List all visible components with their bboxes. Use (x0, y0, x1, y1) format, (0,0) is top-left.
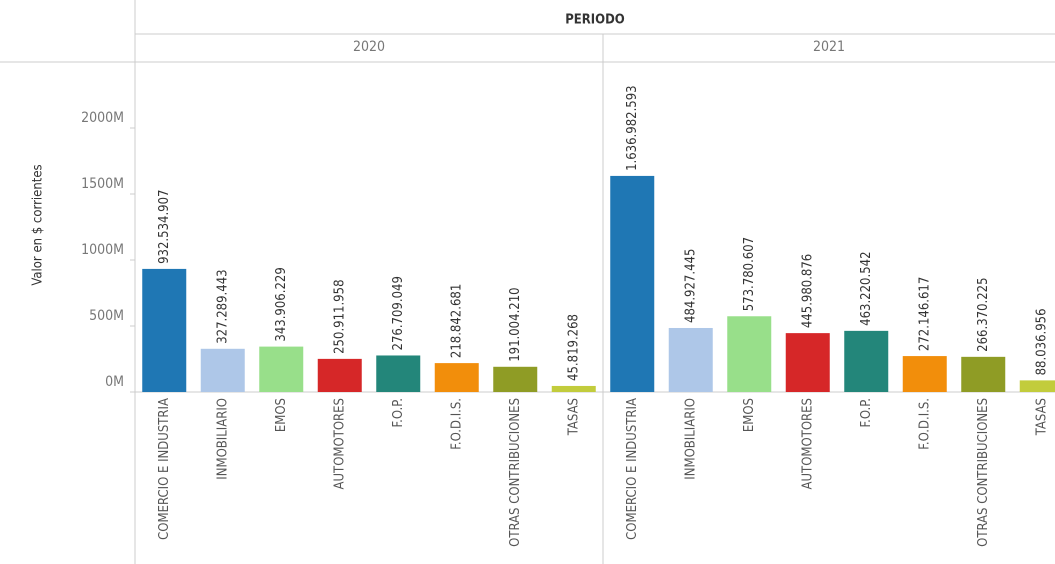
x-tick-label: COMERCIO E INDUSTRIA (625, 398, 640, 540)
x-tick-label: INMOBILIARIO (683, 398, 698, 480)
value-label: 276.709.049 (391, 276, 406, 350)
bar (785, 333, 830, 392)
bar (551, 385, 596, 392)
value-label: 445.980.876 (800, 254, 815, 328)
y-axis-label: Valor en $ corrientes (31, 164, 46, 285)
bar (434, 363, 479, 392)
bar (902, 356, 947, 392)
bar (200, 348, 245, 392)
y-tick-label: 0M (105, 374, 124, 390)
bar (259, 346, 304, 392)
y-tick-label: 500M (89, 308, 124, 324)
x-tick-label: TASAS (566, 398, 581, 436)
bar (142, 268, 187, 392)
x-tick-label: OTRAS CONTRIBUCIONES (508, 398, 523, 547)
value-label: 484.927.445 (683, 249, 698, 323)
x-tick-label: AUTOMOTORES (800, 398, 815, 490)
x-tick-label: TASAS (1034, 398, 1049, 436)
x-tick-label: EMOS (274, 398, 289, 432)
x-tick-label: COMERCIO E INDUSTRIA (157, 398, 172, 540)
value-label: 45.819.268 (566, 314, 581, 381)
x-tick-label: OTRAS CONTRIBUCIONES (976, 398, 991, 547)
value-label: 343.906.229 (274, 267, 289, 341)
bar (1019, 380, 1055, 392)
value-label: 272.146.617 (917, 277, 932, 351)
value-label: 266.370.225 (976, 277, 991, 351)
bar (844, 330, 889, 392)
bar (961, 356, 1006, 392)
x-tick-label: AUTOMOTORES (332, 398, 347, 490)
bar (727, 316, 772, 392)
value-label: 1.636.982.593 (625, 85, 640, 171)
value-label: 327.289.443 (215, 269, 230, 343)
value-label: 250.911.958 (332, 279, 347, 353)
x-tick-label: F.O.D.I.S. (917, 398, 932, 450)
y-tick-label: 2000M (81, 110, 124, 126)
bar (493, 366, 538, 392)
column-header: PERIODO (565, 13, 625, 28)
panel-label: 2020 (353, 39, 385, 55)
value-label: 191.004.210 (508, 287, 523, 361)
bar (376, 355, 421, 392)
x-tick-label: F.O.D.I.S. (449, 398, 464, 450)
bar (317, 358, 362, 392)
y-tick-label: 1000M (81, 242, 124, 258)
x-tick-label: F.O.P. (859, 398, 874, 428)
panel-label: 2021 (813, 39, 845, 55)
value-label: 88.036.956 (1034, 308, 1049, 375)
value-label: 463.220.542 (859, 251, 874, 325)
y-tick-label: 1500M (81, 176, 124, 192)
bar (610, 175, 655, 392)
value-label: 218.842.681 (449, 284, 464, 358)
x-tick-label: F.O.P. (391, 398, 406, 428)
value-label: 932.534.907 (157, 190, 172, 264)
x-tick-label: INMOBILIARIO (215, 398, 230, 480)
bar (668, 327, 713, 392)
value-label: 573.780.607 (742, 237, 757, 311)
x-tick-label: EMOS (742, 398, 757, 432)
